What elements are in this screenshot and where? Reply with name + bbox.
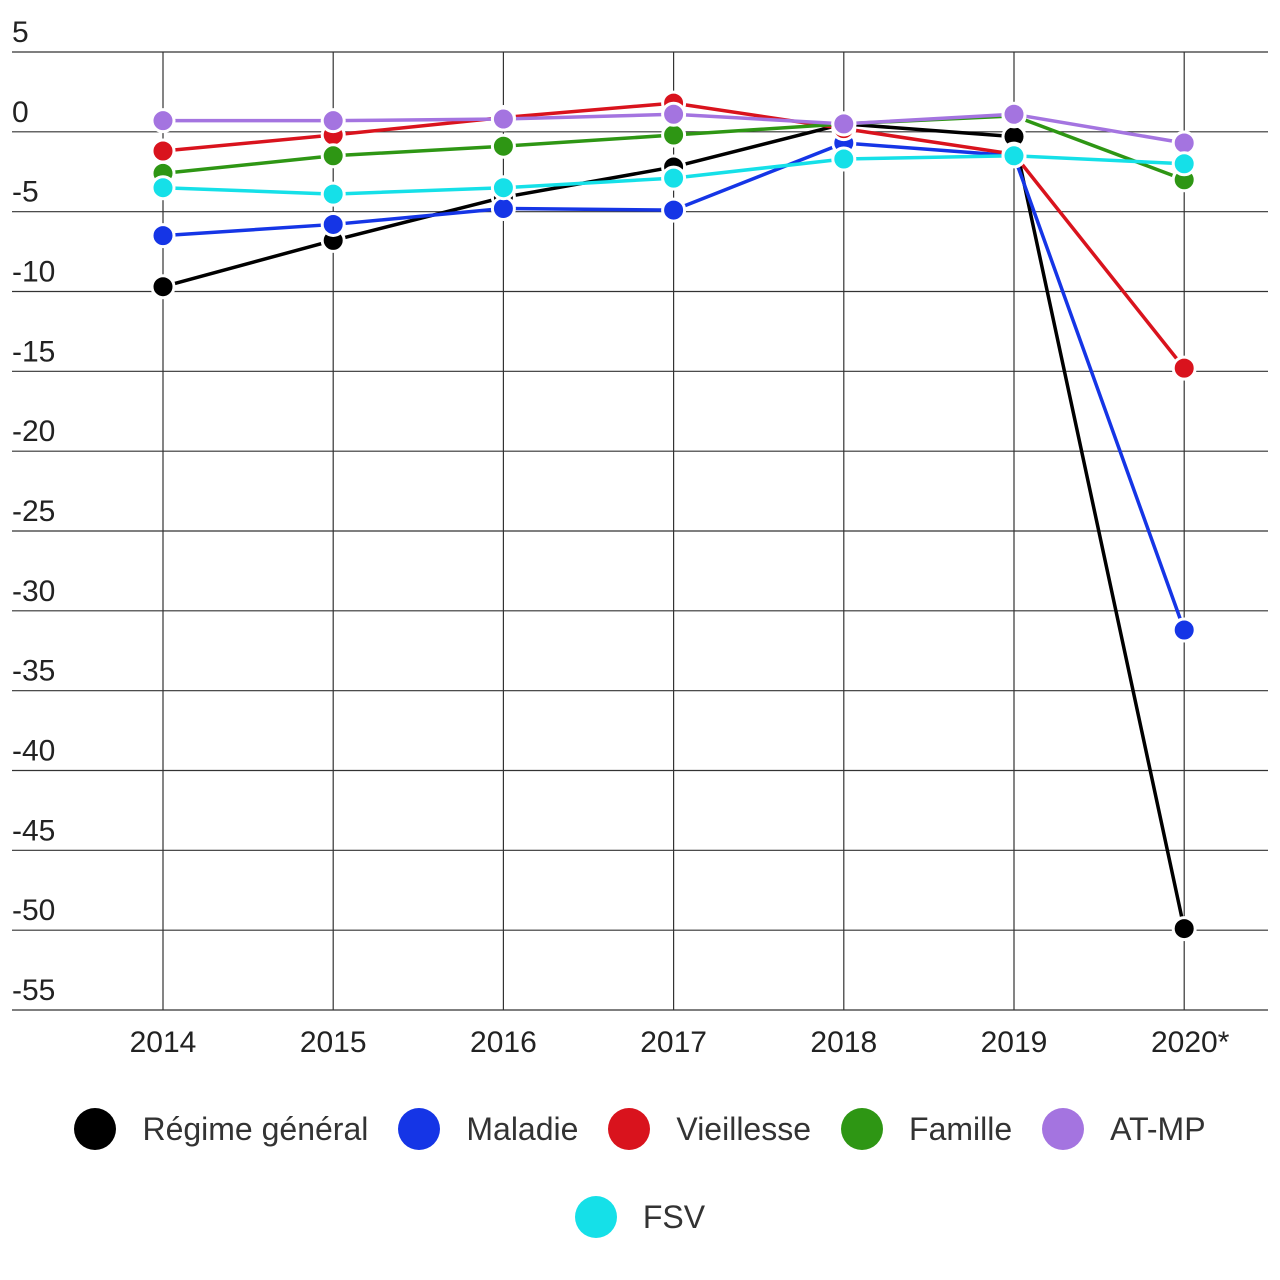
y-tick-label: -55 <box>12 974 55 1007</box>
y-tick-label: -45 <box>12 814 55 847</box>
legend-item: Maladie <box>398 1105 578 1153</box>
data-point <box>320 108 346 134</box>
y-tick-label: -40 <box>12 735 55 768</box>
data-point <box>1171 916 1197 942</box>
data-point <box>661 165 687 191</box>
data-point <box>320 143 346 169</box>
x-tick-label: 2020* <box>1151 1026 1230 1059</box>
legend-swatch <box>1042 1108 1085 1150</box>
x-tick-label: 2014 <box>130 1026 197 1059</box>
x-tick-label: 2018 <box>810 1026 877 1059</box>
y-tick-label: -50 <box>12 894 55 927</box>
y-tick-label: -10 <box>12 256 55 289</box>
legend-label: AT-MP <box>1110 1110 1206 1147</box>
data-point <box>150 108 176 134</box>
legend: Régime général Maladie Vieillesse Famille AT… <box>0 1105 1280 1241</box>
y-tick-label: -25 <box>12 495 55 528</box>
y-tick-label: 0 <box>12 96 29 129</box>
data-point <box>1171 130 1197 156</box>
data-point <box>661 197 687 223</box>
data-point <box>490 195 516 221</box>
data-point <box>150 138 176 164</box>
legend-swatch <box>398 1108 441 1150</box>
legend-item: FSV <box>574 1193 706 1241</box>
legend-label: Vieillesse <box>676 1110 812 1147</box>
data-point <box>831 111 857 137</box>
y-tick-label: -35 <box>12 655 55 688</box>
data-point <box>831 146 857 172</box>
legend-swatch <box>74 1108 117 1150</box>
data-point <box>320 181 346 207</box>
data-point <box>490 175 516 201</box>
legend-label: Famille <box>909 1110 1013 1147</box>
data-point <box>150 223 176 249</box>
legend-item: Régime général <box>74 1105 368 1153</box>
data-points <box>150 90 1197 942</box>
data-point <box>1001 101 1027 127</box>
data-point <box>150 175 176 201</box>
y-tick-label: -20 <box>12 415 55 448</box>
legend-item: Famille <box>841 1105 1012 1153</box>
y-axis-ticks: 5 0 -5 -10 -15 -20 -25 -30 -35 -40 -45 -50 -55 <box>12 16 55 1007</box>
legend-item: AT-MP <box>1042 1105 1206 1153</box>
data-point <box>490 106 516 132</box>
legend-label: FSV <box>642 1198 706 1235</box>
grid-lines <box>12 51 1268 1011</box>
data-point <box>320 211 346 237</box>
x-tick-label: 2019 <box>981 1026 1048 1059</box>
y-tick-label: 5 <box>12 16 29 49</box>
data-point <box>490 133 516 159</box>
data-point <box>1001 143 1027 169</box>
data-point <box>1171 355 1197 381</box>
data-point <box>661 122 687 148</box>
data-point <box>661 101 687 127</box>
x-axis-ticks: 2014 2015 2016 2017 2018 2019 2020* <box>130 1026 1230 1059</box>
data-point <box>1171 151 1197 177</box>
y-tick-label: -30 <box>12 575 55 608</box>
line-chart: 50-5-10-15-20-25-30-35-40-45-50-55 2014 2… <box>12 16 1268 1059</box>
legend-item: Vieillesse <box>608 1105 811 1153</box>
data-point <box>150 274 176 300</box>
legend-label: Régime général <box>142 1110 369 1147</box>
x-tick-label: 2015 <box>300 1026 367 1059</box>
legend-label: Maladie <box>466 1110 579 1147</box>
legend-swatch <box>841 1108 884 1150</box>
x-tick-label: 2016 <box>470 1026 537 1059</box>
x-tick-label: 2017 <box>640 1026 707 1059</box>
y-tick-label: -15 <box>12 335 55 368</box>
data-point <box>1171 617 1197 643</box>
legend-swatch <box>574 1196 617 1238</box>
y-tick-label: -5 <box>12 176 39 209</box>
legend-swatch <box>608 1108 651 1150</box>
